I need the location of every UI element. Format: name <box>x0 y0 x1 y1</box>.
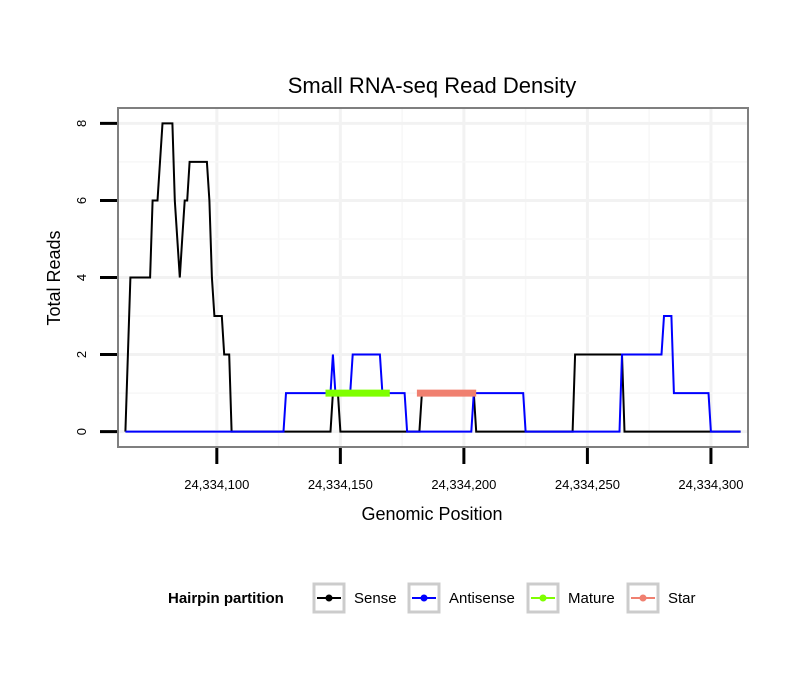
series-layer <box>124 122 741 433</box>
y-tick-label: 4 <box>74 274 89 281</box>
y-axis: 0 2 4 6 8 <box>74 120 117 435</box>
chart-title: Small RNA-seq Read Density <box>288 73 577 98</box>
x-axis: 24,334,100 24,334,150 24,334,200 24,334,250… <box>184 448 743 492</box>
legend-label-star: Star <box>668 590 696 607</box>
y-axis-title: Total Reads <box>44 230 64 325</box>
y-tick-label: 6 <box>74 197 89 204</box>
x-tick-label: 24,334,300 <box>678 477 743 492</box>
legend-key-dot <box>420 594 428 602</box>
x-tick-label: 24,334,150 <box>308 477 373 492</box>
legend-label-sense: Sense <box>354 590 397 607</box>
x-tick-label: 24,334,250 <box>555 477 620 492</box>
x-tick-label: 24,334,100 <box>184 477 249 492</box>
legend-label-mature: Mature <box>568 590 615 607</box>
legend-label-antisense: Antisense <box>449 590 515 607</box>
legend-title: Hairpin partition <box>168 590 284 607</box>
legend: Hairpin partition Sense Antisense Mature St… <box>168 582 696 614</box>
y-tick-label: 2 <box>74 351 89 358</box>
legend-key-dot <box>539 594 547 602</box>
y-tick-label: 0 <box>74 428 89 435</box>
x-tick-label: 24,334,200 <box>431 477 496 492</box>
legend-key-dot <box>639 594 647 602</box>
series-antisense-line <box>125 315 741 433</box>
y-tick-label: 8 <box>74 120 89 127</box>
x-axis-title: Genomic Position <box>361 504 502 524</box>
legend-key-dot <box>325 594 333 602</box>
